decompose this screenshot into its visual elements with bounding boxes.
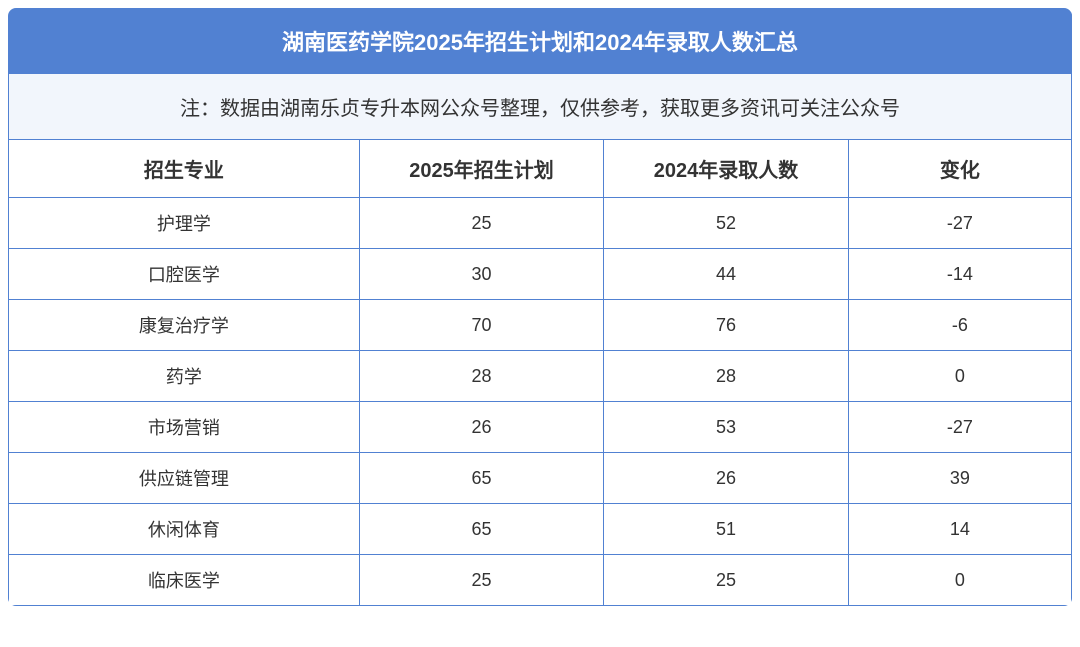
cell-plan: 65 bbox=[359, 453, 603, 504]
table-row: 市场营销 26 53 -27 bbox=[9, 402, 1072, 453]
note-row: 注：数据由湖南乐贞专升本网公众号整理，仅供参考，获取更多资讯可关注公众号 bbox=[9, 74, 1072, 140]
cell-change: 39 bbox=[848, 453, 1071, 504]
cell-change: -6 bbox=[848, 300, 1071, 351]
table-row: 康复治疗学 70 76 -6 bbox=[9, 300, 1072, 351]
header-plan: 2025年招生计划 bbox=[359, 140, 603, 198]
cell-plan: 25 bbox=[359, 555, 603, 606]
cell-major: 休闲体育 bbox=[9, 504, 360, 555]
table-row: 临床医学 25 25 0 bbox=[9, 555, 1072, 606]
cell-major: 口腔医学 bbox=[9, 249, 360, 300]
cell-major: 康复治疗学 bbox=[9, 300, 360, 351]
cell-change: -14 bbox=[848, 249, 1071, 300]
cell-major: 供应链管理 bbox=[9, 453, 360, 504]
cell-admit: 25 bbox=[604, 555, 848, 606]
cell-change: -27 bbox=[848, 198, 1071, 249]
cell-major: 临床医学 bbox=[9, 555, 360, 606]
cell-admit: 26 bbox=[604, 453, 848, 504]
cell-change: 0 bbox=[848, 555, 1071, 606]
cell-major: 市场营销 bbox=[9, 402, 360, 453]
cell-admit: 76 bbox=[604, 300, 848, 351]
cell-change: 0 bbox=[848, 351, 1071, 402]
cell-plan: 70 bbox=[359, 300, 603, 351]
table-row: 口腔医学 30 44 -14 bbox=[9, 249, 1072, 300]
header-change: 变化 bbox=[848, 140, 1071, 198]
cell-change: 14 bbox=[848, 504, 1071, 555]
cell-change: -27 bbox=[848, 402, 1071, 453]
table-row: 药学 28 28 0 bbox=[9, 351, 1072, 402]
header-row: 招生专业 2025年招生计划 2024年录取人数 变化 bbox=[9, 140, 1072, 198]
cell-plan: 30 bbox=[359, 249, 603, 300]
table-title: 湖南医药学院2025年招生计划和2024年录取人数汇总 bbox=[9, 9, 1072, 74]
cell-admit: 53 bbox=[604, 402, 848, 453]
cell-plan: 26 bbox=[359, 402, 603, 453]
cell-admit: 28 bbox=[604, 351, 848, 402]
cell-admit: 52 bbox=[604, 198, 848, 249]
cell-admit: 44 bbox=[604, 249, 848, 300]
table-row: 休闲体育 65 51 14 bbox=[9, 504, 1072, 555]
title-row: 湖南医药学院2025年招生计划和2024年录取人数汇总 bbox=[9, 9, 1072, 74]
cell-major: 护理学 bbox=[9, 198, 360, 249]
cell-major: 药学 bbox=[9, 351, 360, 402]
table-row: 供应链管理 65 26 39 bbox=[9, 453, 1072, 504]
cell-plan: 28 bbox=[359, 351, 603, 402]
table-note: 注：数据由湖南乐贞专升本网公众号整理，仅供参考，获取更多资讯可关注公众号 bbox=[9, 74, 1072, 140]
cell-plan: 25 bbox=[359, 198, 603, 249]
cell-plan: 65 bbox=[359, 504, 603, 555]
cell-admit: 51 bbox=[604, 504, 848, 555]
table-row: 护理学 25 52 -27 bbox=[9, 198, 1072, 249]
header-major: 招生专业 bbox=[9, 140, 360, 198]
header-admit: 2024年录取人数 bbox=[604, 140, 848, 198]
admission-table-container: 湖南医药学院2025年招生计划和2024年录取人数汇总 注：数据由湖南乐贞专升本… bbox=[8, 8, 1072, 606]
admission-table: 湖南医药学院2025年招生计划和2024年录取人数汇总 注：数据由湖南乐贞专升本… bbox=[8, 8, 1072, 606]
